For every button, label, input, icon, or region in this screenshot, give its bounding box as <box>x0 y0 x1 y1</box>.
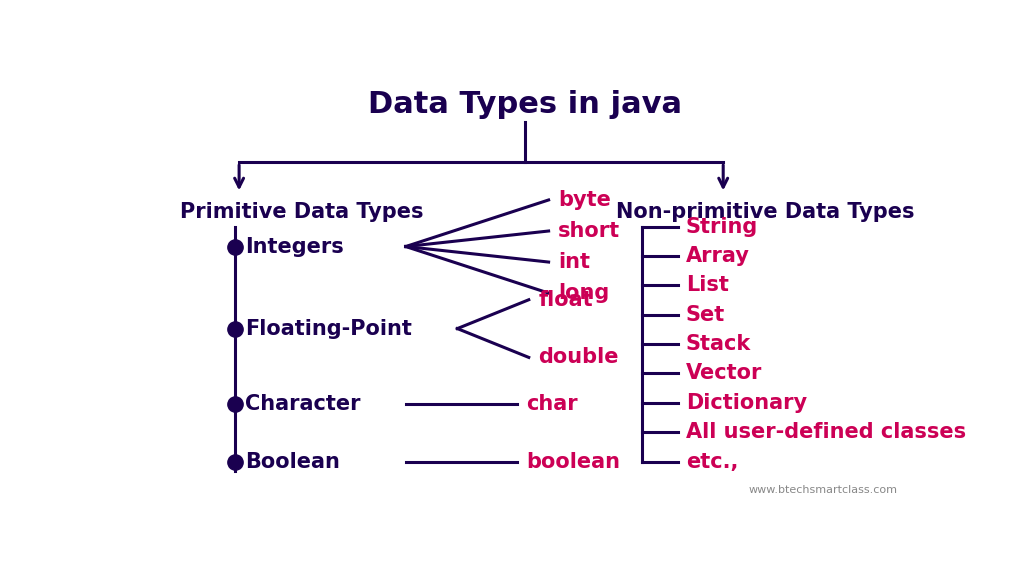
Text: char: char <box>526 394 578 414</box>
Text: boolean: boolean <box>526 452 621 472</box>
Text: Character: Character <box>246 394 360 414</box>
Text: Stack: Stack <box>686 334 752 354</box>
Text: short: short <box>558 221 621 241</box>
Text: byte: byte <box>558 190 611 210</box>
Text: Boolean: Boolean <box>246 452 340 472</box>
Text: All user-defined classes: All user-defined classes <box>686 422 966 442</box>
Text: Set: Set <box>686 305 725 325</box>
Text: List: List <box>686 275 729 295</box>
Text: Non-primitive Data Types: Non-primitive Data Types <box>616 202 914 222</box>
Text: Primitive Data Types: Primitive Data Types <box>179 202 423 222</box>
Text: Dictionary: Dictionary <box>686 393 807 413</box>
Text: www.btechsmartclass.com: www.btechsmartclass.com <box>749 485 898 495</box>
Text: Vector: Vector <box>686 363 762 384</box>
Text: int: int <box>558 252 590 272</box>
Text: Integers: Integers <box>246 237 344 256</box>
Text: etc.,: etc., <box>686 452 738 472</box>
Text: float: float <box>539 290 593 310</box>
Text: String: String <box>686 217 758 237</box>
Text: Floating-Point: Floating-Point <box>246 319 413 339</box>
Text: Data Types in java: Data Types in java <box>368 90 682 119</box>
Text: long: long <box>558 283 609 303</box>
Text: double: double <box>539 347 618 367</box>
Text: Array: Array <box>686 246 750 266</box>
